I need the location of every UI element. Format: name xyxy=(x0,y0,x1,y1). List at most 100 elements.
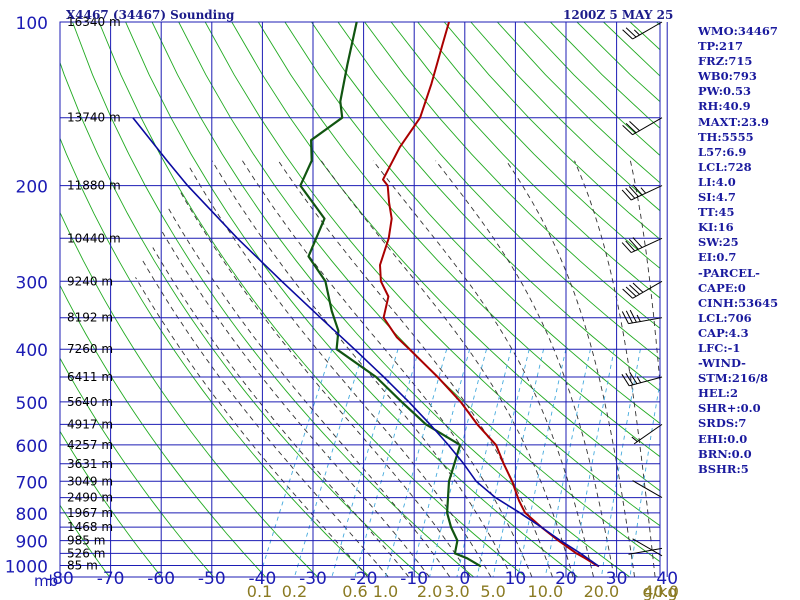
moist-adiabat xyxy=(135,277,369,577)
moist-adiabat xyxy=(160,228,430,577)
wind-barb xyxy=(622,21,663,40)
index-item: BSHR:5 xyxy=(698,461,749,476)
mixing-ratio-label: 0.6 xyxy=(342,582,367,600)
wind-barb-flag xyxy=(621,189,632,201)
height-label: 3631 m xyxy=(67,457,113,471)
moist-adiabat xyxy=(675,161,696,577)
moist-adiabat xyxy=(211,160,512,577)
height-label: 8192 m xyxy=(67,311,113,325)
moist-adiabat xyxy=(189,166,492,577)
temperature-label: 30 xyxy=(606,569,628,589)
mixing-ratio-line xyxy=(492,349,545,577)
wind-barb-flag xyxy=(621,311,629,324)
dry-adiabat xyxy=(204,22,660,527)
mixing-ratio-label: 0.2 xyxy=(282,582,307,600)
height-label: 6411 m xyxy=(67,370,113,384)
wind-barb xyxy=(632,480,663,499)
dry-adiabat xyxy=(231,22,660,492)
mixing-ratio-label: 20.0 xyxy=(584,582,620,600)
wind-barb-staff xyxy=(632,538,663,557)
wind-barb xyxy=(621,237,663,254)
mixing-ratio-label: 10.0 xyxy=(528,582,564,600)
wind-barb-staff xyxy=(632,117,663,136)
height-label: 985 m xyxy=(67,534,105,548)
height-label: 7260 m xyxy=(67,342,113,356)
moist-adiabat xyxy=(574,160,656,577)
wind-barb-flag xyxy=(622,125,633,136)
mixing-ratio-label: 0.1 xyxy=(247,582,272,600)
mixing-ratio-line xyxy=(385,349,448,577)
temperature-label: -40 xyxy=(249,569,277,589)
temperature-label: 40 xyxy=(656,569,678,589)
pressure-label: 300 xyxy=(16,273,48,293)
temperature-label: 10 xyxy=(505,569,527,589)
mixing-ratio-unit: g/kg xyxy=(643,582,678,600)
wind-barb-flag xyxy=(628,238,639,250)
wind-barb-flag xyxy=(625,373,634,386)
height-label: 5640 m xyxy=(67,395,113,409)
wind-barb xyxy=(621,309,663,325)
mixing-ratio-label: 5.0 xyxy=(480,582,505,600)
dry-adiabat xyxy=(98,22,526,577)
temperature-label: -60 xyxy=(147,569,175,589)
dry-adiabat xyxy=(337,22,660,360)
chart-title: X4467 (34467) Sounding xyxy=(66,8,235,22)
wind-barb-half xyxy=(631,436,638,442)
index-item: TP:217 xyxy=(698,39,744,54)
moist-adiabat xyxy=(242,160,533,577)
temperature-label: -80 xyxy=(46,569,74,589)
pressure-label: 100 xyxy=(16,14,48,34)
mixing-ratio-label: 3.0 xyxy=(444,582,469,600)
dry-adiabat xyxy=(60,430,162,577)
wind-barb-flag xyxy=(621,242,632,253)
mixing-ratio-line xyxy=(661,349,693,577)
temperature-label: -20 xyxy=(350,569,378,589)
mixing-ratio-label: 40.0 xyxy=(643,582,679,600)
index-item: SHR+:0.0 xyxy=(698,401,761,416)
height-label: 4257 m xyxy=(67,438,113,452)
wind-barb xyxy=(621,184,663,201)
temperature-label: 20 xyxy=(555,569,577,589)
index-item: WMO:34467 xyxy=(698,24,778,38)
dry-adiabat xyxy=(60,284,266,577)
height-label: 85 m xyxy=(67,558,98,572)
index-item: LFC:-1 xyxy=(698,340,741,355)
wind-barb-half xyxy=(636,314,641,322)
wind-barb-flag xyxy=(628,186,639,197)
mixing-ratio-line xyxy=(410,349,471,577)
wind-barb-flag xyxy=(622,288,633,299)
pressure-label: 400 xyxy=(16,341,48,361)
wind-barb-flag xyxy=(632,184,643,196)
height-label: 4917 m xyxy=(67,417,113,431)
wind-barb-flag xyxy=(632,237,643,248)
moist-adiabat xyxy=(372,160,594,577)
wind-barb-half xyxy=(640,187,647,194)
temperature-label: -30 xyxy=(299,569,327,589)
index-item: WB0:793 xyxy=(698,69,757,84)
wind-barb-flag xyxy=(625,187,636,199)
wind-barb xyxy=(628,547,663,555)
mixing-ratio-line xyxy=(429,349,487,577)
wind-barb-staff xyxy=(628,317,663,325)
pressure-label: 800 xyxy=(16,505,48,525)
mixing-ratio-line xyxy=(517,349,567,577)
dry-adiabat xyxy=(178,22,660,563)
height-label: 10440 m xyxy=(67,231,121,245)
dry-adiabat xyxy=(311,22,660,392)
moist-adiabat xyxy=(505,160,636,577)
wind-barb-flag xyxy=(629,309,637,323)
dry-adiabat xyxy=(60,504,110,577)
pressure-unit: mb xyxy=(34,572,58,590)
index-item: MAXT:23.9 xyxy=(698,114,769,129)
index-item: L57:6.9 xyxy=(698,144,747,159)
mixing-ratio-line xyxy=(259,349,333,577)
index-item: CINH:53645 xyxy=(698,295,779,310)
index-item: SI:4.7 xyxy=(698,190,736,205)
wind-barb-staff xyxy=(632,21,663,40)
height-label: 16340 m xyxy=(67,15,121,29)
mixing-ratio-label: 1.0 xyxy=(373,582,398,600)
mixing-ratio-line xyxy=(456,349,512,577)
mixing-ratio-label: 2.0 xyxy=(417,582,442,600)
wind-barb-flag xyxy=(621,374,630,387)
dry-adiabat xyxy=(390,22,660,299)
